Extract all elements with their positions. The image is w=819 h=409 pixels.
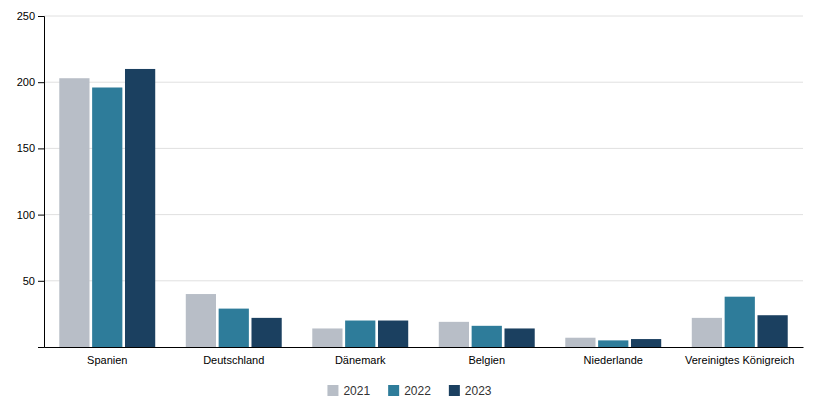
bar: [219, 309, 249, 347]
tick-mark: [38, 281, 44, 282]
legend-swatch: [388, 385, 399, 396]
bar: [378, 321, 408, 347]
bar: [504, 328, 534, 347]
bar: [125, 69, 155, 347]
tick-label: Vereinigtes Königreich: [685, 354, 794, 366]
bar: [186, 294, 216, 347]
tick-label: Belgien: [468, 354, 505, 366]
grid-line: [44, 214, 803, 215]
bar: [251, 318, 281, 347]
tick-mark: [38, 148, 44, 149]
tick-mark: [38, 82, 44, 83]
legend-item: 2022: [388, 384, 431, 398]
grid-line: [44, 82, 803, 83]
tick-label: 150: [17, 142, 35, 154]
tick-label: Spanien: [87, 354, 127, 366]
tick-label: 250: [17, 10, 35, 22]
legend-item: 2023: [449, 384, 492, 398]
legend-swatch: [327, 385, 338, 396]
x-axis: Spanien Deutschland Dänemark Belgien Niederl…: [45, 348, 804, 366]
x-tick: Belgien: [468, 354, 505, 366]
bar-series: [59, 78, 722, 347]
x-tick: Deutschland: [203, 354, 264, 366]
bars: [59, 69, 787, 347]
grid-line: [44, 148, 803, 149]
y-tick: 250: [17, 10, 44, 22]
tick-mark: [38, 215, 44, 216]
tick-mark: [38, 16, 44, 17]
bar: [692, 318, 722, 347]
tick-label: Dänemark: [335, 354, 386, 366]
bar-series: [92, 87, 755, 347]
tick-label: 200: [17, 76, 35, 88]
legend-label: 2022: [404, 384, 431, 398]
bar: [92, 87, 122, 347]
x-tick: Spanien: [87, 354, 127, 366]
bar: [312, 328, 342, 347]
bar: [439, 322, 469, 347]
bar-series: [125, 69, 788, 347]
bar: [725, 297, 755, 347]
x-tick: Niederlande: [584, 354, 643, 366]
bar: [598, 340, 628, 347]
legend: 2021 2022 2023: [327, 384, 491, 398]
y-axis: 50 100 150 200 250: [17, 10, 45, 347]
bar: [565, 338, 595, 347]
y-tick: 100: [17, 209, 44, 221]
legend-item: 2021: [327, 384, 370, 398]
bar: [345, 321, 375, 347]
legend-label: 2021: [343, 384, 370, 398]
y-tick: 200: [17, 76, 44, 88]
tick-label: Niederlande: [584, 354, 643, 366]
grid-line: [44, 16, 803, 17]
y-tick: 50: [23, 275, 44, 287]
bar: [757, 315, 787, 347]
bar: [631, 339, 661, 347]
y-tick: 150: [17, 142, 44, 154]
tick-label: 100: [17, 209, 35, 221]
grid: [44, 16, 803, 281]
axis-line: [45, 347, 804, 348]
bar: [472, 326, 502, 347]
x-tick: Vereinigtes Königreich: [685, 354, 794, 366]
x-tick: Dänemark: [335, 354, 386, 366]
tick-label: 50: [23, 275, 35, 287]
plot: 50 100 150 200 250 Spanien Deutschland Dänemark…: [17, 10, 804, 366]
legend-swatch: [449, 385, 460, 396]
chart: 50 100 150 200 250 Spanien Deutschland Dänemark…: [0, 0, 819, 409]
legend-label: 2023: [465, 384, 492, 398]
bar: [59, 78, 89, 347]
tick-label: Deutschland: [203, 354, 264, 366]
grid-line: [44, 280, 803, 281]
axis-line: [38, 17, 45, 348]
